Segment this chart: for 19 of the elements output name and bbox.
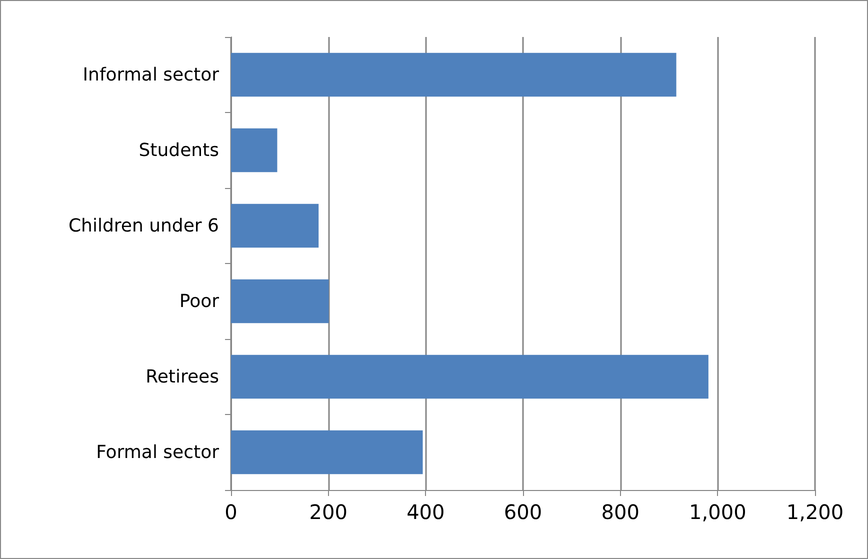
y-tick-label: Children under 6 [68,215,219,236]
bar [231,52,676,97]
bar [231,128,278,172]
bar [231,279,329,324]
x-tick-label: 0 [224,500,238,524]
bar [231,430,423,474]
y-tick-label: Formal sector [96,442,220,463]
x-tick-label: 200 [309,500,348,524]
bar [231,204,319,248]
x-tick-label: 400 [406,500,445,524]
x-tick-label: 600 [504,500,542,524]
y-tick-label: Informal sector [82,64,220,86]
y-tick-label: Retirees [146,366,219,388]
x-tick-label: 1,200 [786,500,844,524]
y-tick-label: Poor [179,290,220,312]
x-tick-label: 800 [601,500,640,524]
bar [231,354,708,399]
x-tick-label: 1,000 [689,500,746,524]
y-tick-label: Students [138,140,219,161]
